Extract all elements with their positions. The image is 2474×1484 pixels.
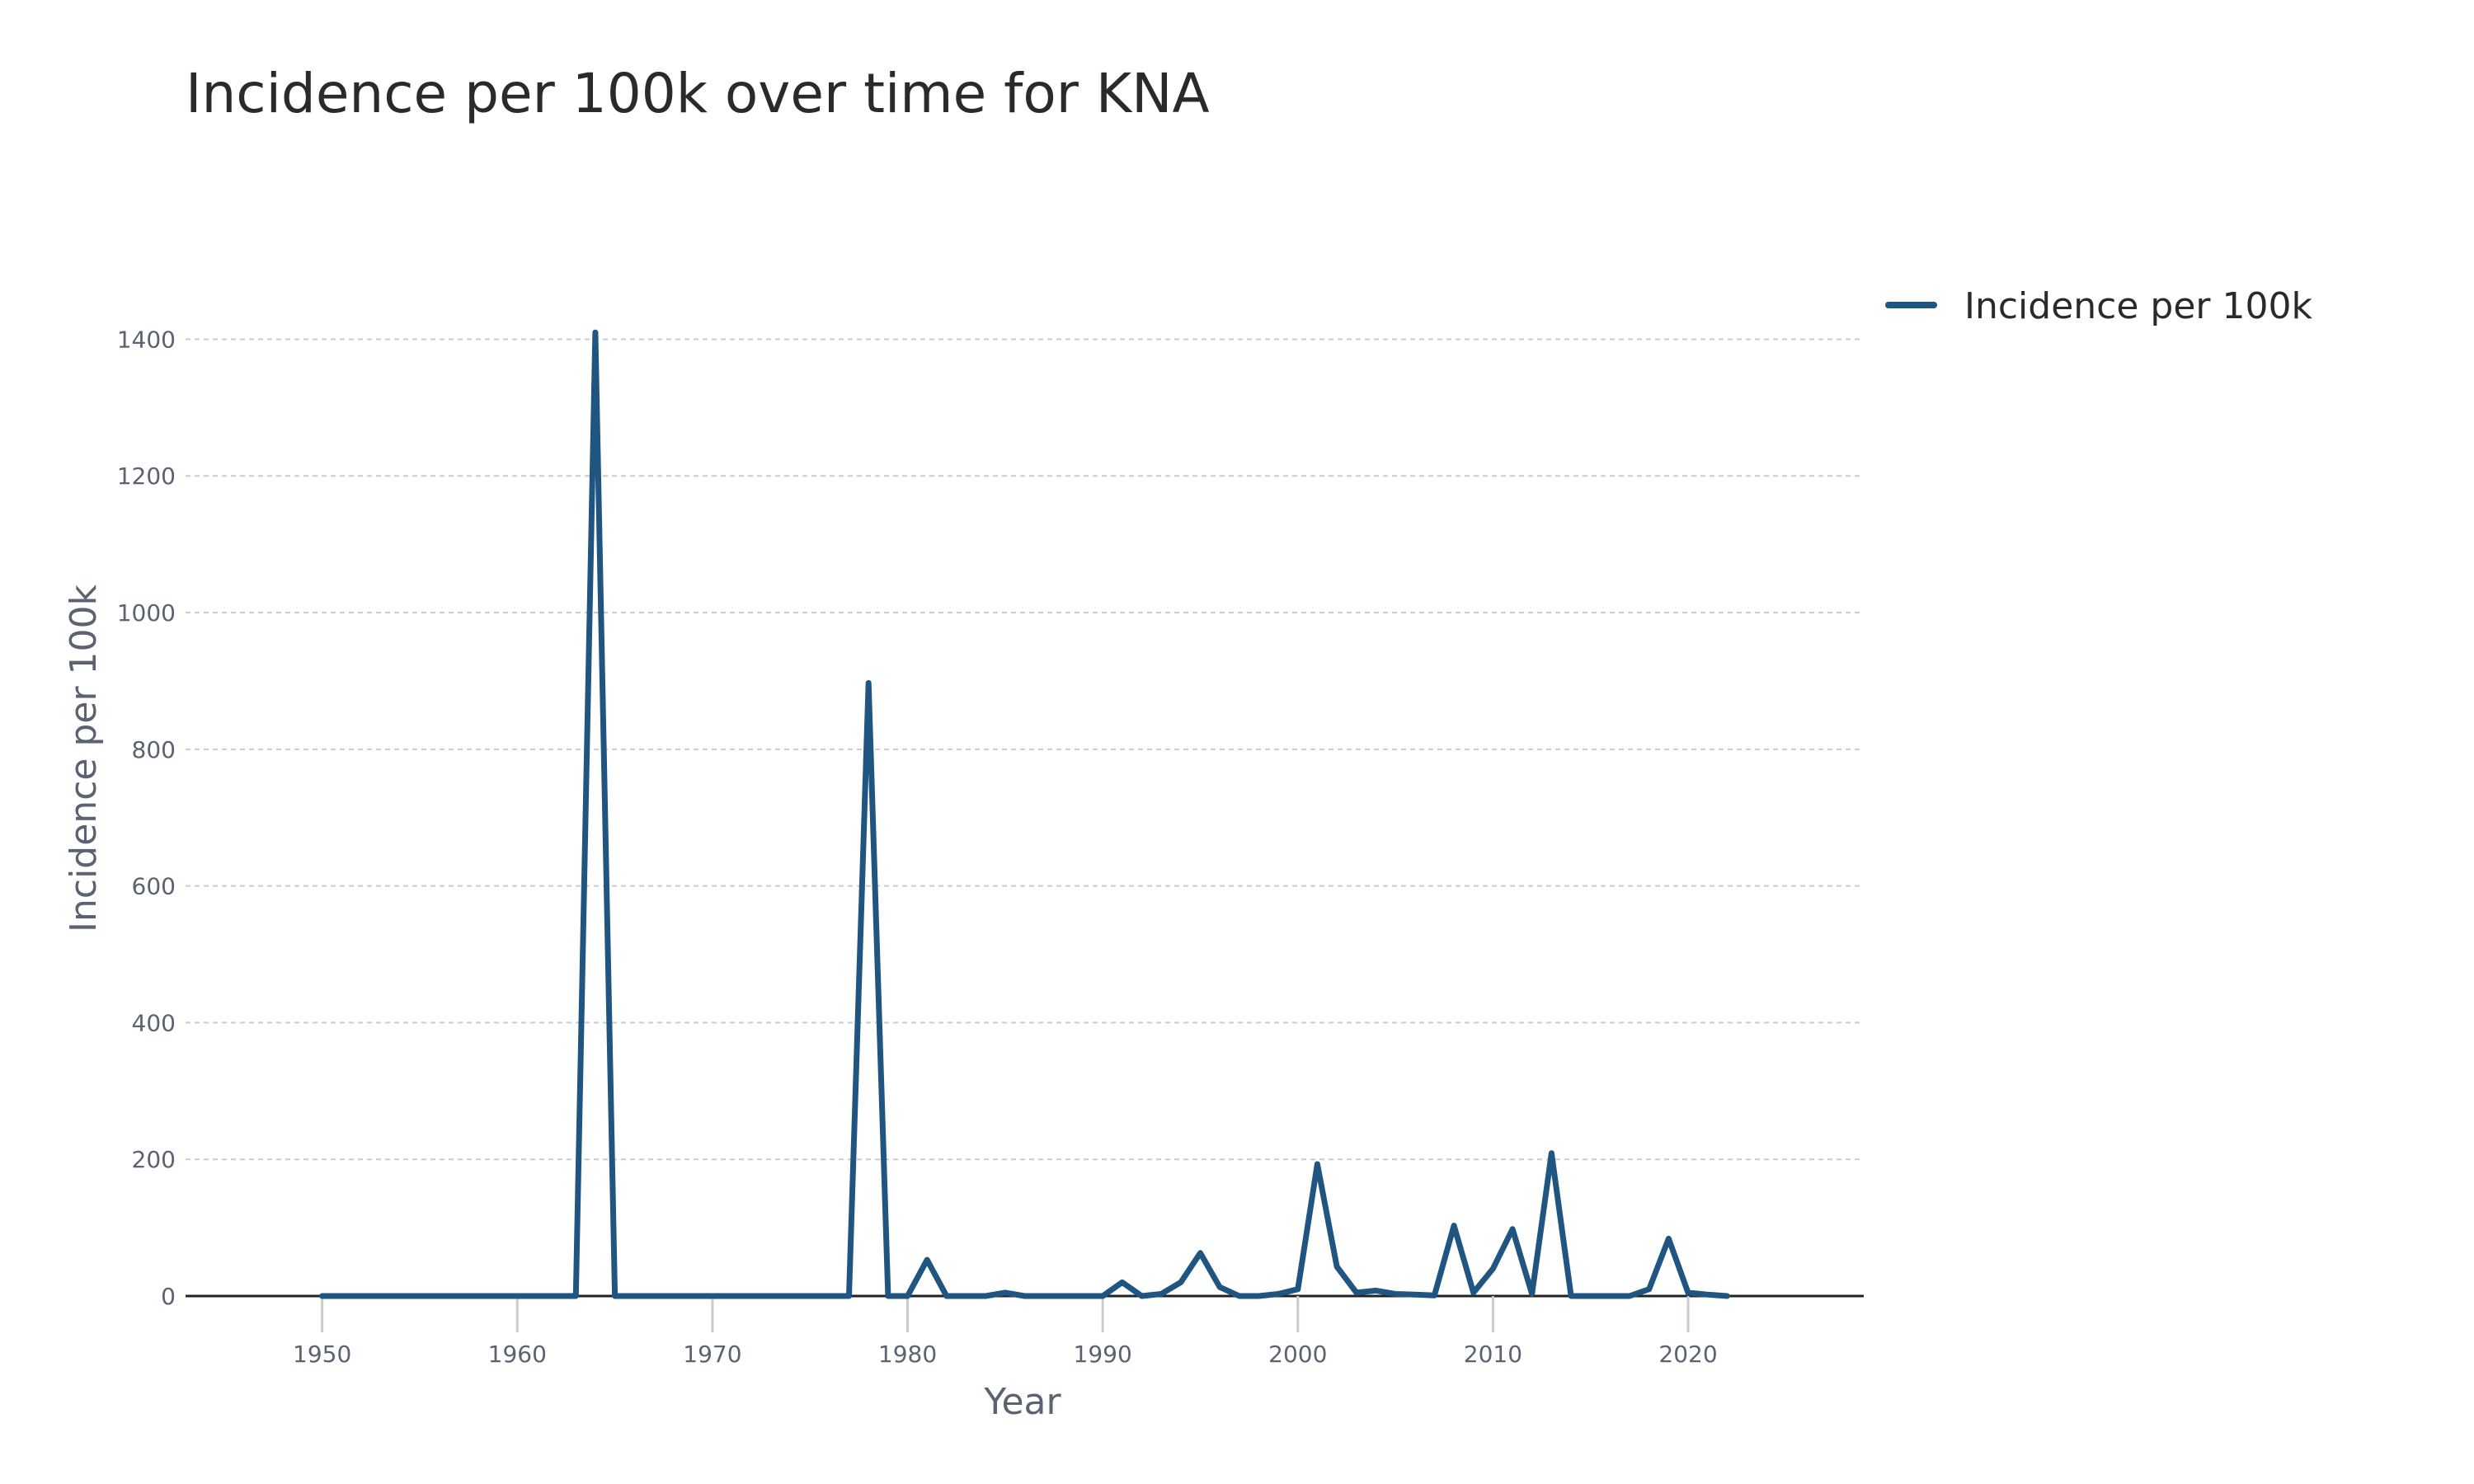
series-line-0[interactable] xyxy=(319,329,1730,1299)
legend[interactable]: Incidence per 100k xyxy=(1885,285,2312,327)
y-tick-label: 1400 xyxy=(117,326,176,353)
x-tick-label: 1960 xyxy=(488,1341,547,1368)
x-tick-label: 1990 xyxy=(1074,1341,1132,1368)
x-tick-label: 2000 xyxy=(1268,1341,1327,1368)
x-tick-label: 1980 xyxy=(878,1341,937,1368)
y-axis-ticks: 0 200 400 600 800 1000 1200 1400 xyxy=(117,326,176,1310)
y-tick-label: 200 xyxy=(132,1146,176,1173)
x-tick-label: 1970 xyxy=(683,1341,741,1368)
y-tick-label: 800 xyxy=(132,736,176,763)
x-tick-label: 1950 xyxy=(293,1341,351,1368)
chart-title: Incidence per 100k over time for KNA xyxy=(186,62,1210,125)
y-tick-label: 600 xyxy=(132,873,176,900)
y-tick-label: 0 xyxy=(161,1283,176,1310)
y-tick-label: 400 xyxy=(132,1009,176,1036)
x-tick-label: 2010 xyxy=(1464,1341,1522,1368)
series-layer xyxy=(319,329,1730,1299)
x-tick-label: 2020 xyxy=(1658,1341,1717,1368)
y-tick-label: 1200 xyxy=(117,463,176,490)
y-tick-label: 1000 xyxy=(117,599,176,627)
x-axis-title: Year xyxy=(983,1381,1061,1423)
legend-label: Incidence per 100k xyxy=(1964,285,2312,327)
y-axis-title: Incidence per 100k xyxy=(63,585,105,932)
gridlines xyxy=(186,338,1864,1298)
x-axis-ticks: 1950 1960 1970 1980 1990 2000 2010 2020 xyxy=(293,1296,1718,1368)
